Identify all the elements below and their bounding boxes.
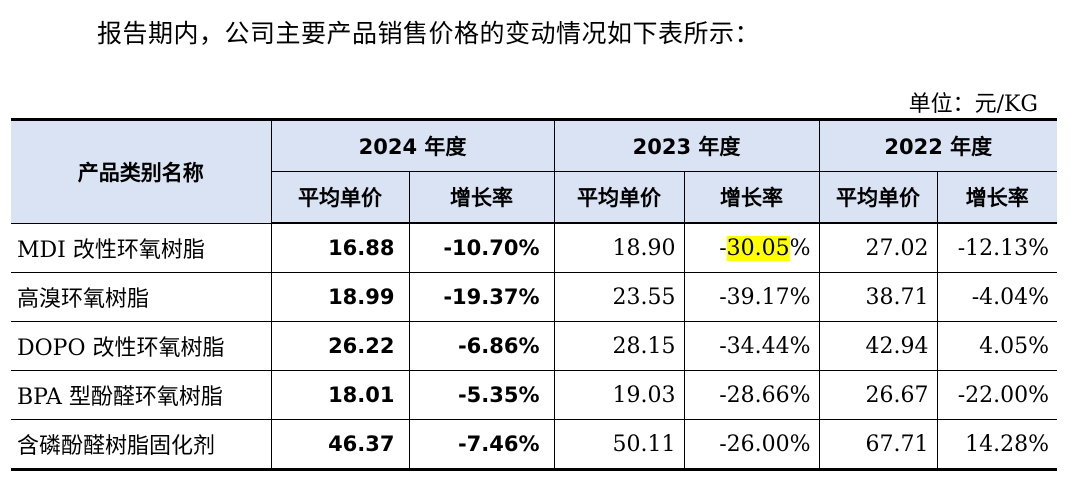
growth-2022: 14.28% [936,419,1058,470]
growth-suffix: % [789,235,811,261]
growth-2022: -12.13% [936,222,1058,273]
product-name: BPA 型酚醛环氧树脂 [11,370,272,420]
price-2024: 26.22 [270,321,410,371]
price-2023: 50.11 [553,419,685,470]
product-name: MDI 改性环氧树脂 [11,222,272,273]
header-growth: 增长率 [936,171,1058,224]
growth-2022: -4.04% [936,272,1058,322]
price-2023: 19.03 [553,370,685,420]
table-row: 含磷酚醛树脂固化剂 46.37 -7.46% 50.11 -26.00% 67.… [11,419,1058,470]
header-growth: 增长率 [408,171,555,224]
growth-2024: -5.35% [408,370,555,420]
price-2022: 26.67 [818,370,938,420]
growth-2024: -19.37% [408,272,555,322]
table-row: 高溴环氧树脂 18.99 -19.37% 23.55 -39.17% 38.71… [11,272,1058,322]
growth-2022: 4.05% [936,321,1058,371]
growth-2024: -10.70% [408,222,555,273]
growth-prefix: - [719,235,727,261]
highlighted-value: 30.05 [726,235,790,261]
price-2023: 18.90 [553,222,685,273]
price-2022: 38.71 [818,272,938,322]
header-growth: 增长率 [683,171,820,224]
price-2022: 27.02 [818,222,938,273]
header-year-2022: 2022 年度 [818,119,1058,172]
price-2023: 28.15 [553,321,685,371]
growth-2023: -39.17% [683,272,820,322]
product-name: 高溴环氧树脂 [11,272,272,322]
table-row: DOPO 改性环氧树脂 26.22 -6.86% 28.15 -34.44% 4… [11,321,1058,371]
growth-2024: -7.46% [408,419,555,470]
intro-paragraph: 报告期内，公司主要产品销售价格的变动情况如下表所示： [97,19,761,48]
price-2022: 42.94 [818,321,938,371]
table-row: MDI 改性环氧树脂 16.88 -10.70% 18.90 -30.05% 2… [11,222,1058,273]
growth-2023: -30.05% [683,222,820,273]
price-2024: 18.01 [270,370,410,420]
growth-2024: -6.86% [408,321,555,371]
price-2022: 67.71 [818,419,938,470]
header-year-2023: 2023 年度 [553,119,820,172]
price-2024: 16.88 [270,222,410,273]
product-name: 含磷酚醛树脂固化剂 [11,419,272,470]
header-category: 产品类别名称 [11,119,272,224]
price-2024: 18.99 [270,272,410,322]
header-avg-price: 平均单价 [553,171,685,224]
unit-label: 单位：元/KG [908,92,1038,117]
header-year-2024: 2024 年度 [270,119,555,172]
price-2024: 46.37 [270,419,410,470]
growth-2022: -22.00% [936,370,1058,420]
growth-2023: -26.00% [683,419,820,470]
table-row: BPA 型酚醛环氧树脂 18.01 -5.35% 19.03 -28.66% 2… [11,370,1058,420]
growth-2023: -28.66% [683,370,820,420]
price-2023: 23.55 [553,272,685,322]
header-avg-price: 平均单价 [818,171,938,224]
product-name: DOPO 改性环氧树脂 [11,321,272,371]
price-table: 产品类别名称 2024 年度 2023 年度 2022 年度 平均单价 增长率 … [11,118,1058,471]
header-avg-price: 平均单价 [271,171,410,224]
growth-2023: -34.44% [683,321,820,371]
